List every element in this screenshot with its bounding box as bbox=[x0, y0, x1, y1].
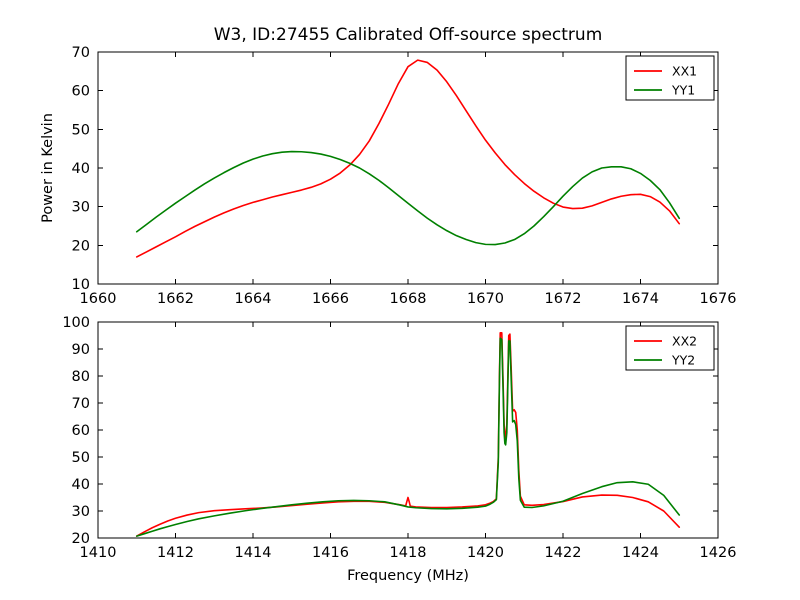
series-line-xx2 bbox=[135, 332, 681, 537]
y-tick-label: 60 bbox=[72, 423, 90, 439]
x-tick-label: 1662 bbox=[157, 291, 194, 307]
series-group bbox=[135, 59, 681, 258]
x-tick-label: 1416 bbox=[312, 545, 349, 561]
y-tick-label: 30 bbox=[72, 504, 90, 520]
x-tick-label: 1672 bbox=[545, 291, 582, 307]
y-tick-label: 90 bbox=[72, 342, 90, 358]
x-tick-label: 1670 bbox=[467, 291, 504, 307]
x-tick-label: 1418 bbox=[390, 545, 427, 561]
y-axis-label: Power in Kelvin bbox=[40, 113, 56, 223]
plot-frame bbox=[97, 321, 719, 539]
series-line-yy1 bbox=[135, 150, 681, 246]
series-line-xx1 bbox=[135, 59, 681, 258]
x-tick-label: 1674 bbox=[622, 291, 659, 307]
legend-label-yy1: YY1 bbox=[671, 83, 695, 98]
y-tick-label: 60 bbox=[72, 84, 90, 100]
x-tick-label: 1660 bbox=[80, 291, 117, 307]
plot-title: W3, ID:27455 Calibrated Off-source spect… bbox=[214, 25, 603, 45]
legend-label-xx1: XX1 bbox=[672, 64, 697, 79]
y-tick-label: 20 bbox=[72, 238, 90, 254]
x-tick-label: 1422 bbox=[545, 545, 582, 561]
y-tick-label: 40 bbox=[72, 477, 90, 493]
x-tick-label: 1664 bbox=[235, 291, 272, 307]
legend-label-yy2: YY2 bbox=[671, 353, 695, 368]
y-tick-label: 10 bbox=[72, 277, 90, 293]
legend-box bbox=[625, 325, 715, 371]
panel-lower-panel: 1410 1412 1414 1416 1418 1420 1422 1424 1426 20 30… bbox=[62, 315, 736, 584]
series-line-yy2 bbox=[135, 337, 681, 537]
x-tick-label: 1424 bbox=[622, 545, 659, 561]
series-group bbox=[135, 332, 681, 537]
x-tick-label: 1676 bbox=[700, 291, 737, 307]
y-tick-label: 50 bbox=[72, 450, 90, 466]
x-tick-label: 1412 bbox=[157, 545, 194, 561]
x-tick-label: 1426 bbox=[700, 545, 737, 561]
y-tick-label: 30 bbox=[72, 200, 90, 216]
y-tick-label: 40 bbox=[72, 161, 90, 177]
x-tick-label: 1414 bbox=[235, 545, 272, 561]
x-tick-label: 1410 bbox=[80, 545, 117, 561]
y-tick-label: 70 bbox=[72, 45, 90, 61]
y-tick-label: 70 bbox=[72, 396, 90, 412]
x-axis-label: Frequency (MHz) bbox=[347, 568, 469, 584]
x-tick-label: 1668 bbox=[390, 291, 427, 307]
y-tick-label: 50 bbox=[72, 122, 90, 138]
y-tick-label: 20 bbox=[72, 531, 90, 547]
y-tick-label: 80 bbox=[72, 369, 90, 385]
x-tick-label: 1666 bbox=[312, 291, 349, 307]
panel-upper-panel: W3, ID:27455 Calibrated Off-source spect… bbox=[40, 25, 736, 307]
x-tick-label: 1420 bbox=[467, 545, 504, 561]
y-tick-label: 100 bbox=[62, 315, 90, 331]
legend-box bbox=[625, 55, 715, 101]
legend-label-xx2: XX2 bbox=[672, 334, 697, 349]
